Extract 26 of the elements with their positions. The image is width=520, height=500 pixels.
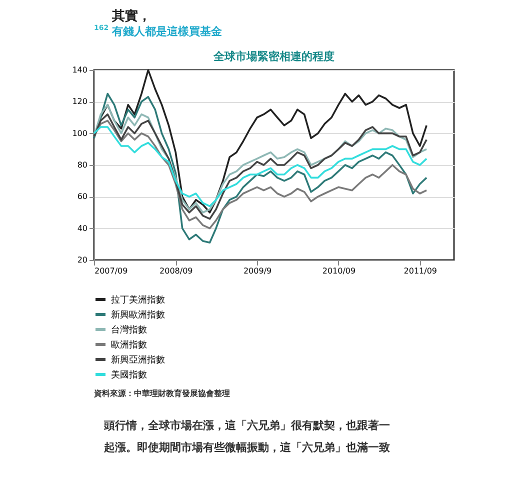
y-tick-label: 120 <box>72 97 88 106</box>
line-series <box>93 126 428 208</box>
x-tick-label: 2011/09 <box>404 266 437 276</box>
x-tick-label: 2010/09 <box>322 266 356 276</box>
legend-label: 歐洲指數 <box>111 340 147 350</box>
x-tick-label: 2007/09 <box>94 266 128 276</box>
text: 起漲。即使期間市場有些微幅振動，這「六兄弟」也滿一致 <box>103 441 390 454</box>
chart-title: 全球市場緊密相連的程度 <box>212 50 334 63</box>
y-tick-label: 140 <box>72 66 88 74</box>
y-tick-label: 100 <box>72 128 88 138</box>
y-tick-label: 80 <box>77 160 88 170</box>
source-note: 資料來源：中華理財教育發展協會整理 <box>93 388 230 398</box>
y-tick-label: 40 <box>77 224 88 233</box>
text: 頭行情，全球市場在漲，這「六兄弟」很有默契，也跟著一 <box>103 419 390 432</box>
legend-label: 美國指數 <box>111 370 147 380</box>
legend-label: 新興歐洲指數 <box>111 310 165 320</box>
text: 其實， <box>111 8 151 24</box>
legend-label: 新興亞洲指數 <box>111 354 165 366</box>
y-tick-label: 20 <box>77 256 88 264</box>
legend-label: 拉丁美洲指數 <box>111 294 165 306</box>
text: 有錢人都是這樣買基金 <box>111 25 223 38</box>
x-tick-label: 2009/9 <box>243 266 272 276</box>
x-tick-label: 2008/09 <box>160 266 193 276</box>
line-series <box>93 92 428 244</box>
legend-label: 台灣指數 <box>111 324 147 336</box>
y-tick-label: 60 <box>77 192 88 202</box>
